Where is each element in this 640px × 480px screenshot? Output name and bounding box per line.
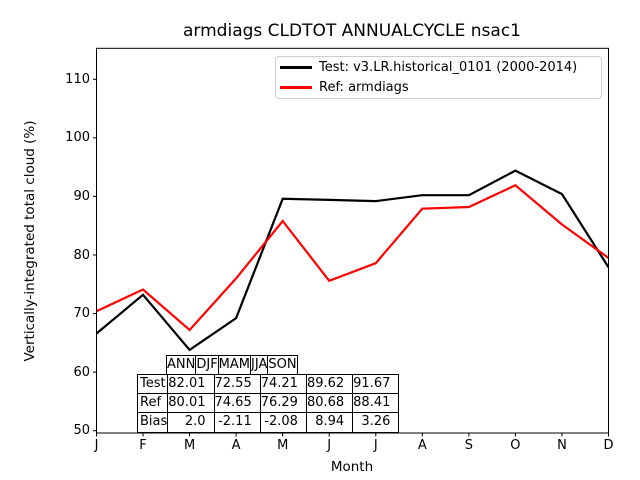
x-tick-label: M (183, 438, 196, 453)
series-line-test (95, 169, 610, 352)
x-tick-label: A (417, 438, 427, 453)
series-line-ref (96, 184, 610, 332)
table-row-label: Test (136, 373, 169, 395)
axes-spines (96, 47, 609, 434)
y-tick-label: 50 (73, 423, 90, 439)
table-cell: 72.55 (213, 373, 261, 395)
table-cell: 80.01 (167, 393, 215, 414)
table-cell: 74.21 (259, 373, 307, 395)
table-col-header: SON (267, 354, 298, 376)
x-tick-label: F (139, 438, 147, 453)
legend-line-swatch-test (280, 66, 312, 70)
table-cell: 89.62 (305, 373, 354, 395)
y-tick-label: 70 (73, 306, 90, 322)
table-col-header: JJA (249, 354, 269, 376)
table-row: Ref 80.01 74.65 76.29 80.68 88.41 (136, 393, 400, 414)
table-col-header: ANN (165, 354, 197, 376)
legend-item-ref: Ref: armdiags (276, 78, 601, 97)
x-tick-label: S (464, 438, 474, 453)
table-cell: 76.29 (259, 393, 307, 414)
table-row: Bias 2.0 -2.11 -2.08 8.94 3.26 (136, 412, 400, 433)
x-tick-label: J (373, 438, 378, 453)
table-col-header: DJF (195, 354, 219, 376)
chart-title: armdiags CLDTOT ANNUALCYCLE nsac1 (183, 21, 521, 41)
x-tick-label: J (327, 438, 332, 453)
table-cell: 2.0 (167, 412, 215, 433)
legend-label-ref: Ref: armdiags (319, 79, 409, 95)
x-tick-label: O (510, 438, 521, 453)
table-row-label: Ref (136, 393, 169, 414)
x-tick-label: J (94, 438, 99, 453)
table-row: Test 82.01 72.55 74.21 89.62 91.67 (136, 373, 400, 395)
table-row-label: Bias (136, 412, 169, 433)
x-tick-label: N (557, 438, 567, 453)
y-tick-label: 90 (73, 188, 90, 204)
legend: Test: v3.LR.historical_0101 (2000-2014) … (275, 56, 602, 99)
table-cell: 74.65 (213, 393, 261, 414)
legend-line-swatch-ref (280, 85, 312, 89)
table-cell: -2.11 (213, 412, 261, 433)
y-tick-label: 100 (65, 130, 90, 146)
table-cell: 80.68 (305, 393, 354, 414)
y-tick-label: 60 (73, 364, 90, 380)
stats-table-body: Test 82.01 72.55 74.21 89.62 91.67 Ref 80.01 74.… (136, 373, 400, 433)
y-axis-label-text: Vertically-integrated total cloud (%) (22, 120, 38, 362)
x-tick-label: D (603, 438, 614, 453)
y-tick-label: 110 (65, 71, 90, 87)
legend-item-test: Test: v3.LR.historical_0101 (2000-2014) (276, 58, 601, 77)
x-tick-label: A (231, 438, 241, 453)
table-cell: 8.94 (305, 412, 354, 433)
table-cell: 3.26 (352, 412, 400, 433)
table-cell: 91.67 (352, 373, 400, 395)
stats-table-header: ANN DJF MAM JJA SON (165, 354, 298, 376)
table-col-header: MAM (217, 354, 252, 376)
y-tick-label: 80 (73, 247, 90, 263)
x-axis-label: Month (330, 459, 374, 475)
x-tick-label: M (277, 438, 289, 453)
table-cell: 88.41 (352, 393, 400, 414)
table-cell: 82.01 (167, 373, 215, 395)
table-cell: -2.08 (259, 412, 307, 433)
legend-label-test: Test: v3.LR.historical_0101 (2000-2014) (319, 60, 578, 76)
